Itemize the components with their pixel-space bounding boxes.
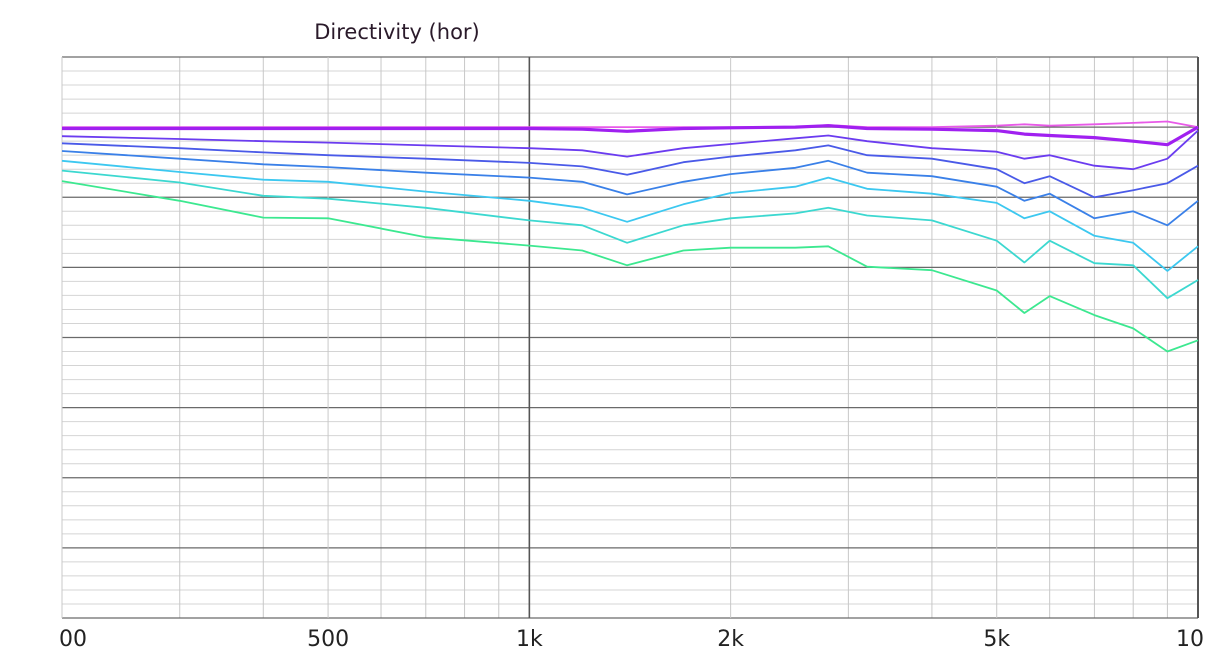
series-line — [62, 120, 1199, 128]
series-line — [61, 169, 1199, 300]
series-line — [61, 129, 1199, 171]
x-tick-label: 5k — [983, 627, 1010, 652]
series-line — [61, 142, 1199, 199]
x-tick-label: 00 — [59, 627, 87, 652]
series-line — [62, 124, 1199, 147]
x-tick-label: 10 — [1176, 627, 1204, 652]
series-line — [61, 150, 1199, 227]
x-tick-label: 500 — [307, 627, 349, 652]
x-tick-label: 1k — [516, 627, 543, 652]
series-line — [61, 159, 1199, 272]
x-tick-label: 2k — [717, 627, 744, 652]
chart-title: Directivity (hor) — [314, 20, 480, 44]
series-line — [61, 180, 1199, 353]
